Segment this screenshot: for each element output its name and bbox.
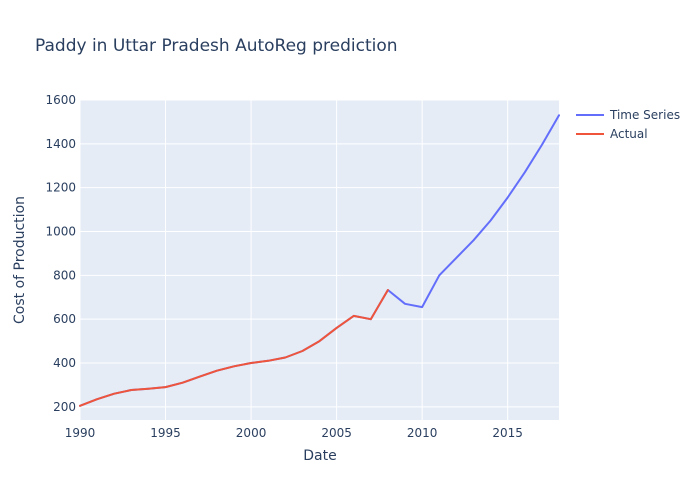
y-axis-ticks: 200 400 600 800 1000 1200 1400 1600 <box>45 93 76 414</box>
legend: Time Series Actual <box>576 108 680 141</box>
x-tick-label: 1995 <box>150 426 181 440</box>
y-tick-label: 1200 <box>45 181 76 195</box>
legend-label: Actual <box>610 127 648 141</box>
y-tick-label: 1600 <box>45 93 76 107</box>
x-tick-label: 2010 <box>407 426 438 440</box>
y-tick-label: 200 <box>53 400 76 414</box>
grid-lines <box>79 99 559 420</box>
x-tick-label: 2000 <box>236 426 267 440</box>
y-tick-label: 800 <box>53 268 76 282</box>
series-line-1 <box>79 289 389 407</box>
x-tick-label: 2015 <box>492 426 523 440</box>
plot-area <box>80 100 559 420</box>
x-tick-label: 1990 <box>65 426 96 440</box>
chart-title: Paddy in Uttar Pradesh AutoReg predictio… <box>35 36 398 56</box>
y-tick-label: 400 <box>53 356 76 370</box>
legend-label: Time Series <box>609 108 680 122</box>
x-axis-title: Date <box>303 448 336 464</box>
x-tick-label: 2005 <box>321 426 352 440</box>
y-tick-label: 1400 <box>45 137 76 151</box>
y-tick-label: 600 <box>53 312 76 326</box>
y-tick-label: 1000 <box>45 225 76 239</box>
x-axis-ticks: 1990 1995 2000 2005 2010 2015 <box>65 426 523 440</box>
y-axis-title: Cost of Production <box>12 196 28 324</box>
series-lines <box>79 114 560 407</box>
